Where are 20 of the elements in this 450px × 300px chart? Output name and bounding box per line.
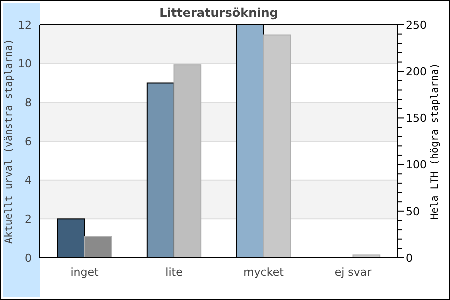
y-tick-label: 6: [25, 135, 32, 148]
y2-tick-label: 200: [406, 65, 427, 78]
x-tick-label: lite: [166, 266, 184, 279]
y2-tick-label: 100: [406, 158, 427, 172]
x-tick-label: mycket: [244, 266, 285, 279]
x-tick-label: inget: [70, 266, 100, 279]
y-tick-label: 0: [25, 252, 32, 265]
y-tick-label: 12: [18, 18, 32, 32]
y2-tick-label: 250: [406, 18, 427, 32]
y-tick-label: 4: [25, 174, 32, 188]
x-tick-label: ej svar: [334, 266, 372, 279]
y2-tick-label: 50: [406, 205, 420, 218]
y-tick-label: 8: [25, 96, 32, 110]
y-axis-title: Aktuellt urval (vänstra staplarna): [4, 39, 15, 244]
y2-axis-title: Hela LTH (högra staplarna): [430, 63, 441, 220]
y2-tick-label: 150: [406, 112, 427, 126]
y2-tick-label: 0: [406, 252, 413, 265]
y-tick-label: 2: [25, 213, 32, 226]
y-tick-label: 10: [18, 58, 32, 71]
chart-title: Litteratursökning: [160, 6, 278, 20]
